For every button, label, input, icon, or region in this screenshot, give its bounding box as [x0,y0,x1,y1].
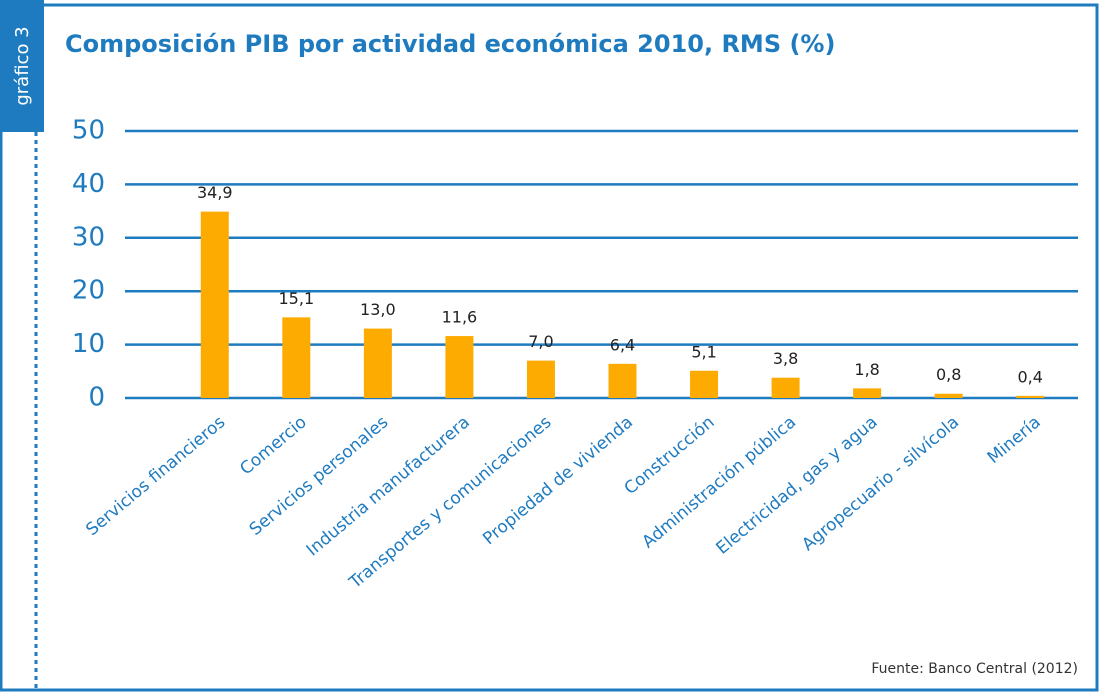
y-tick-label: 30 [72,222,105,252]
value-label: 5,1 [691,342,716,361]
value-label: 6,4 [610,335,635,354]
bar [853,388,882,398]
value-label: 1,8 [854,360,879,379]
frame [0,3,1099,692]
bar [445,336,474,398]
value-label: 34,9 [197,183,233,202]
bar [526,360,555,398]
x-tick-label: Industria manufacturera [303,412,474,560]
x-tick-label: Agropecuario - silvícola [798,412,963,555]
bar [282,317,311,398]
bar [200,211,229,398]
chart-title: Composición PIB por actividad económica … [65,30,835,58]
x-tick-label: Propiedad de vivienda [479,412,637,549]
side-tab [0,0,44,132]
x-tick-label: Servicios personales [246,412,393,540]
bar [1016,395,1045,398]
value-label: 0,8 [936,365,961,384]
value-label: 3,8 [773,349,798,368]
bar [771,377,800,398]
x-tick-label: Comercio [236,412,310,479]
value-label: 15,1 [279,289,315,308]
bar [608,363,637,398]
value-label: 0,4 [1018,367,1043,386]
value-label: 13,0 [360,300,396,319]
bar [934,393,963,398]
bar [363,328,392,398]
bar [690,370,719,398]
value-label: 7,0 [528,332,553,351]
x-tick-label: Servicios financieros [82,412,229,540]
y-tick-label: 0 [88,383,105,413]
value-label: 11,6 [442,308,478,327]
y-tick-label: 40 [72,169,105,199]
x-tick-label: Electricidad, gas y agua [713,412,882,558]
side-label: gráfico 3 [12,26,33,105]
source: Fuente: Banco Central (2012) [871,661,1078,677]
y-tick-label: 10 [72,329,105,359]
x-tick-label: Minería [984,412,1045,468]
x-tick-label: Administración pública [639,412,801,552]
y-tick-label: 50 [72,116,105,146]
y-tick-label: 20 [72,276,105,306]
